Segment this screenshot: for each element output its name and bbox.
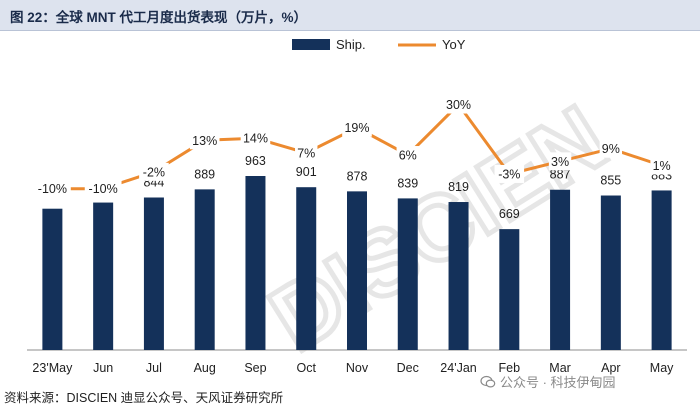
x-tick-label: Aug — [194, 361, 216, 375]
bar — [448, 202, 469, 350]
yoy-value-label: 9% — [602, 142, 620, 156]
legend-label-ship: Ship. — [336, 37, 366, 52]
x-tick-label: Jun — [93, 361, 113, 375]
yoy-label-bg — [295, 143, 318, 162]
yoy-value-label: -2% — [143, 165, 165, 179]
bar-value-label: 901 — [296, 165, 317, 179]
x-tick-label: Oct — [297, 361, 317, 375]
watermark-text: 公众号 · 科技伊甸园 — [500, 375, 616, 390]
bar — [143, 197, 164, 350]
bar — [600, 195, 621, 350]
yoy-value-label: -3% — [498, 167, 520, 181]
yoy-label-bg — [189, 131, 220, 150]
legend-swatch-ship — [292, 39, 330, 50]
wechat-icon — [480, 375, 496, 388]
bar-value-label: 889 — [194, 167, 215, 181]
bar — [42, 208, 63, 350]
yoy-label-bg — [84, 179, 122, 198]
bar — [93, 202, 114, 350]
x-tick-label: 24'Jan — [440, 361, 476, 375]
bar — [347, 191, 367, 350]
bar-value-label: 878 — [347, 169, 368, 183]
x-tick-label: Feb — [499, 361, 521, 375]
yoy-label-bg — [548, 152, 572, 171]
yoy-value-label: 3% — [551, 155, 569, 169]
x-tick-label: Sep — [244, 361, 266, 375]
x-tick-label: Jul — [146, 361, 162, 375]
yoy-label-bg — [33, 179, 71, 198]
bar-value-label: 855 — [600, 174, 621, 188]
yoy-value-label: 1% — [653, 159, 671, 173]
yoy-value-label: 13% — [192, 134, 217, 148]
bar-value-label: 669 — [499, 207, 520, 221]
yoy-value-label: -10% — [38, 182, 67, 196]
bar — [499, 229, 520, 350]
x-tick-label: Nov — [346, 361, 369, 375]
yoy-label-bg — [650, 156, 673, 175]
legend-label-yoy: YoY — [442, 37, 466, 52]
yoy-label-bg — [443, 95, 474, 114]
bar — [245, 176, 266, 350]
yoy-value-label: 19% — [344, 121, 369, 135]
bar — [397, 198, 418, 350]
wechat-watermark: 公众号 · 科技伊甸园 — [480, 372, 616, 391]
title-bar: 图 22：全球 MNT 代工月度出货表现（万片，%） — [0, 0, 700, 31]
bar — [296, 187, 317, 350]
yoy-value-label: 30% — [446, 98, 471, 112]
yoy-value-label: -10% — [89, 182, 118, 196]
yoy-label-bg — [342, 118, 372, 137]
yoy-value-label: 7% — [297, 146, 315, 160]
x-tick-label: 23'May — [32, 361, 73, 375]
x-tick-label: Mar — [549, 361, 571, 375]
source-note: 资料来源：DISCIEN 迪显公众号、天风证券研究所 — [4, 391, 284, 405]
bar-value-label: 839 — [397, 176, 418, 190]
chart-title: 图 22：全球 MNT 代工月度出货表现（万片，%） — [10, 10, 308, 25]
bar-value-label: 887 — [550, 168, 571, 182]
bar — [651, 190, 672, 350]
bar — [550, 189, 571, 350]
yoy-label-bg — [599, 139, 623, 158]
bar — [194, 189, 215, 350]
yoy-value-label: 6% — [399, 149, 417, 163]
yoy-label-bg — [494, 164, 525, 183]
x-tick-label: Apr — [601, 361, 620, 375]
x-tick-label: May — [650, 361, 674, 375]
bar-value-label: 963 — [245, 154, 266, 168]
yoy-label-bg — [240, 129, 271, 148]
yoy-label-bg — [139, 162, 169, 181]
bar-value-label: 819 — [448, 180, 469, 194]
x-tick-label: Dec — [397, 361, 419, 375]
yoy-value-label: 14% — [243, 132, 268, 146]
yoy-label-bg — [396, 146, 419, 165]
